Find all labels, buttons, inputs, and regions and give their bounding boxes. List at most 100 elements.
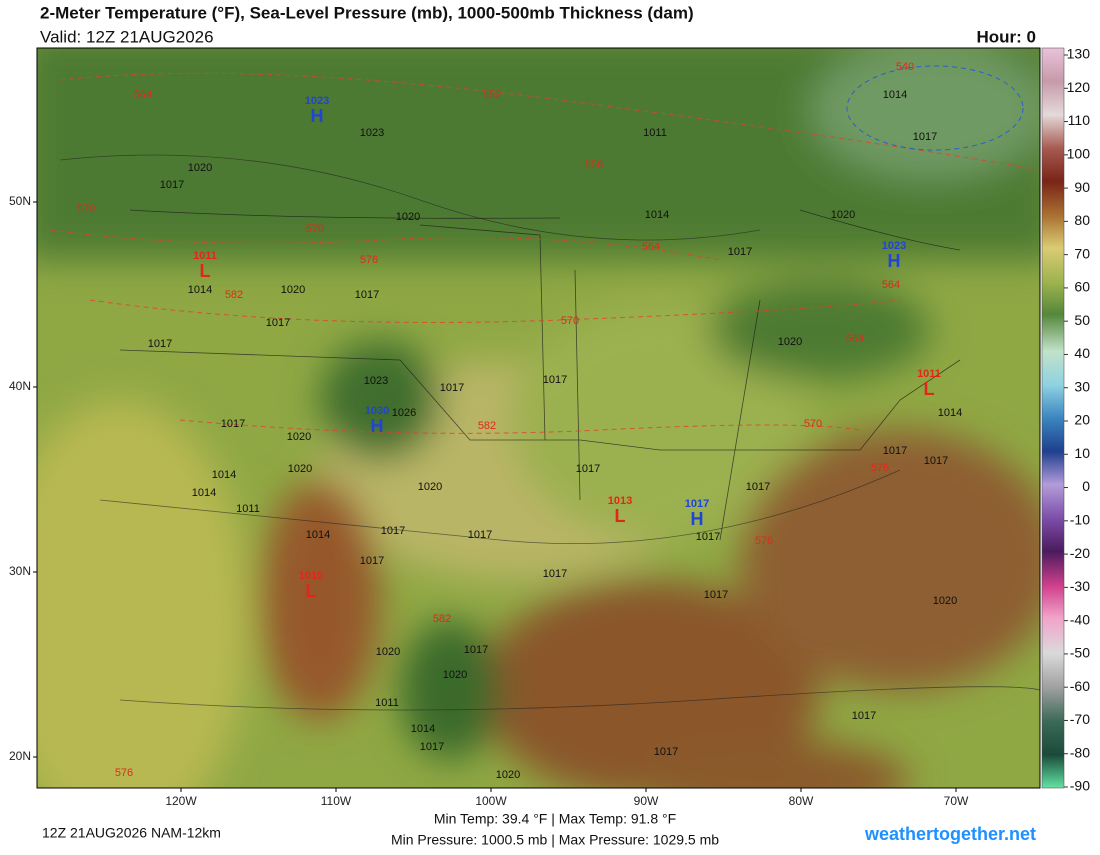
colorbar-label: 90 [1074, 179, 1090, 195]
isobar-label: 1017 [148, 338, 172, 350]
colorbar-label: 20 [1074, 412, 1090, 428]
colorbar-label: 0 [1082, 478, 1090, 494]
isobar-label: 1014 [645, 209, 669, 221]
colorbar [1041, 47, 1065, 789]
thickness-label: 564 [642, 241, 660, 253]
isobar-label: 1020 [496, 769, 520, 781]
isobar-label: 1020 [288, 463, 312, 475]
site-name: weathertogether.net [864, 824, 1036, 844]
isobar-label: 1020 [443, 669, 467, 681]
thickness-label: 570 [77, 203, 95, 215]
lon-label: 70W [944, 794, 969, 808]
colorbar-label: 50 [1074, 312, 1090, 328]
isobar-label: 1014 [883, 89, 907, 101]
thickness-label: 570 [561, 315, 579, 327]
valid-time: Valid: 12Z 21AUG2026 [40, 27, 214, 46]
isobar-label: 1017 [266, 317, 290, 329]
colorbar-label: 100 [1067, 146, 1091, 162]
colorbar-label: 80 [1074, 212, 1090, 228]
colorbar-label: -20 [1070, 545, 1090, 561]
lat-label: 40N [9, 379, 31, 393]
isobar-label: 1020 [418, 481, 442, 493]
isobar-label: 1017 [704, 589, 728, 601]
forecast-hour: Hour: 0 [977, 27, 1037, 46]
lat-label: 20N [9, 749, 31, 763]
isobar-label: 1023 [360, 127, 384, 139]
isobar-label: 1014 [938, 407, 962, 419]
isobar-label: 1017 [221, 418, 245, 430]
isobar-label: 1017 [728, 246, 752, 258]
thickness-label: 582 [225, 289, 243, 301]
lon-label: 120W [165, 794, 197, 808]
isobar-label: 1020 [287, 431, 311, 443]
colorbar-label: 110 [1068, 112, 1091, 128]
isobar-label: 1020 [831, 209, 855, 221]
colorbar-label: -60 [1070, 678, 1090, 694]
pressure-center-value: 1023 [882, 240, 906, 252]
isobar-label: 1011 [236, 503, 260, 515]
colorbar-label: 30 [1074, 378, 1090, 394]
thickness-label: 564 [134, 89, 152, 101]
isobar-label: 1017 [696, 531, 720, 543]
pressure-center-symbol: H [311, 106, 324, 126]
thickness-label: 576 [755, 535, 773, 547]
isobar-label: 1011 [643, 127, 667, 139]
colorbar-label: -90 [1070, 778, 1090, 794]
colorbar-label: -50 [1070, 645, 1090, 661]
colorbar-label: 70 [1074, 245, 1090, 261]
thickness-label: 540 [896, 61, 914, 73]
isobar-label: 1017 [543, 568, 567, 580]
colorbar-label: 120 [1067, 79, 1091, 95]
isobar-label: 1014 [411, 723, 435, 735]
isobar-label: 1026 [392, 407, 416, 419]
pressure-range: Min Pressure: 1000.5 mb | Max Pressure: … [391, 832, 719, 848]
isobar-label: 1020 [188, 162, 212, 174]
lon-label: 90W [634, 794, 659, 808]
pressure-center-symbol: H [691, 509, 704, 529]
isobar-label: 1023 [364, 375, 388, 387]
pressure-center-value: 1023 [305, 95, 329, 107]
thickness-label: 552 [483, 89, 501, 101]
pressure-center-value: 1030 [365, 405, 389, 417]
thickness-label: 570 [306, 223, 324, 235]
isobar-label: 1014 [212, 469, 236, 481]
isobar-label: 1020 [778, 336, 802, 348]
pressure-center-symbol: H [371, 416, 384, 436]
colorbar-label: -10 [1070, 512, 1090, 528]
lat-label: 50N [9, 194, 31, 208]
isobar-label: 1017 [468, 529, 492, 541]
map-frame [36, 47, 1041, 789]
pressure-center-symbol: L [615, 506, 626, 526]
lat-label: 30N [9, 564, 31, 578]
thickness-label: 582 [433, 613, 451, 625]
colorbar-label: 40 [1074, 345, 1090, 361]
colorbar-label: 130 [1067, 46, 1091, 62]
pressure-center-symbol: L [924, 379, 935, 399]
colorbar-label: 10 [1074, 445, 1090, 461]
temperature-field [37, 48, 1040, 788]
colorbar-label: -70 [1070, 711, 1090, 727]
pressure-center-symbol: L [200, 261, 211, 281]
colorbar-label: -80 [1070, 744, 1090, 760]
isobar-label: 1017 [654, 746, 678, 758]
isobar-label: 1011 [375, 697, 399, 709]
lon-label: 110W [321, 794, 352, 808]
isobar-label: 1014 [188, 284, 212, 296]
isobar-label: 1020 [376, 646, 400, 658]
thickness-label: 576 [360, 254, 378, 266]
title: 2-Meter Temperature (°F), Sea-Level Pres… [40, 3, 694, 22]
pressure-center-value: 1011 [193, 250, 217, 262]
isobar-label: 1014 [306, 529, 330, 541]
pressure-center-value: 1010 [299, 570, 323, 582]
isobar-label: 1017 [543, 374, 567, 386]
isobar-label: 1014 [192, 487, 216, 499]
isobar-label: 1020 [281, 284, 305, 296]
pressure-center-value: 1013 [608, 495, 632, 507]
colorbar-label: -40 [1070, 611, 1090, 627]
thickness-label: 564 [846, 333, 864, 345]
isobar-label: 1017 [355, 289, 379, 301]
isobar-label: 1017 [160, 179, 184, 191]
temperature-range: Min Temp: 39.4 °F | Max Temp: 91.8 °F [434, 811, 676, 827]
thickness-label: 576 [115, 767, 133, 779]
isobar-label: 1020 [933, 595, 957, 607]
